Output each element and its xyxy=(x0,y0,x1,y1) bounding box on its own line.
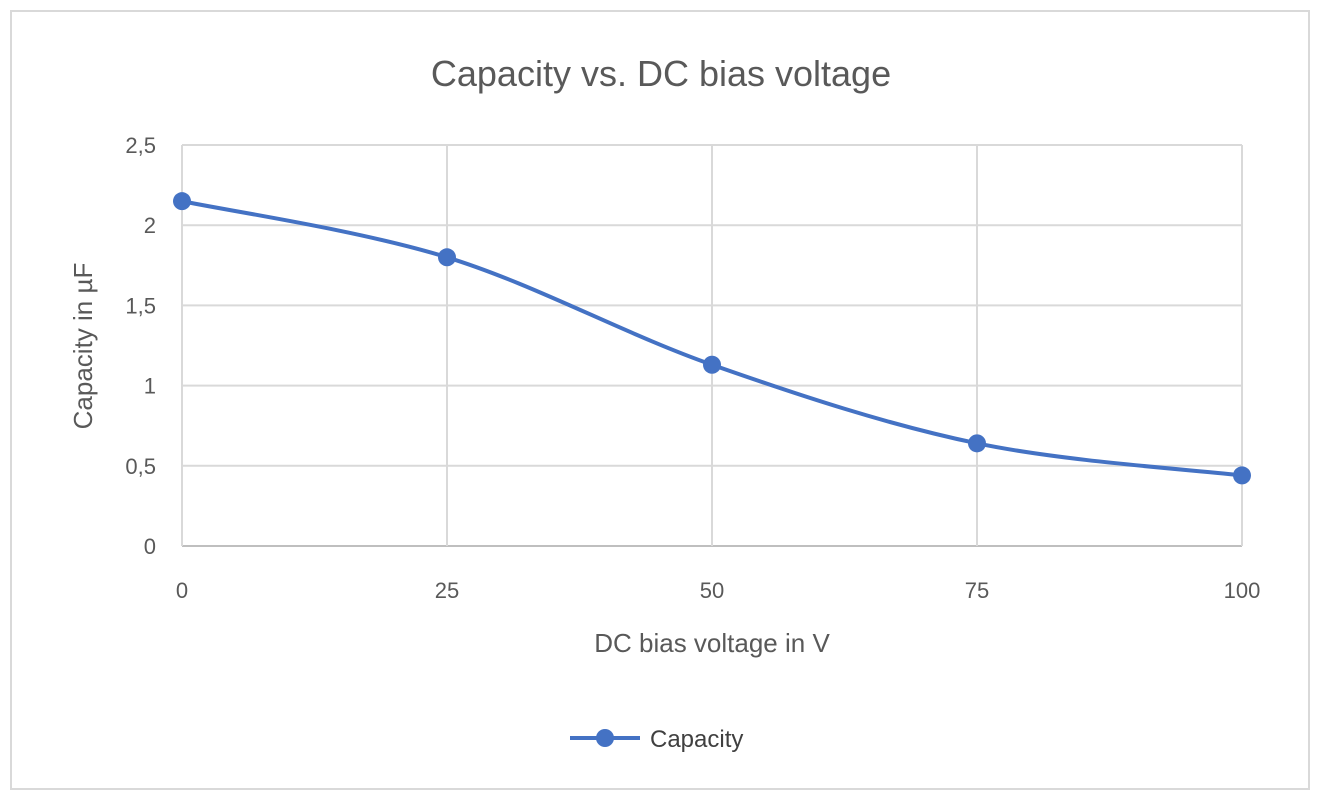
data-point xyxy=(173,192,191,211)
grid-lines xyxy=(181,144,1243,547)
y-axis-label: Capacity in µF xyxy=(68,263,98,430)
chart-title: Capacity vs. DC bias voltage xyxy=(431,53,891,94)
y-tick-labels: 0 0,5 1 1,5 2 2,5 xyxy=(125,133,156,559)
data-point xyxy=(968,434,986,453)
legend-label-capacity: Capacity xyxy=(650,726,743,753)
y-tick-label: 2,5 xyxy=(125,133,156,158)
x-tick-label: 50 xyxy=(700,578,724,603)
y-tick-label: 2 xyxy=(144,213,156,238)
x-tick-label: 100 xyxy=(1224,578,1261,603)
y-tick-label: 0 xyxy=(144,534,156,559)
x-tick-label: 25 xyxy=(435,578,459,603)
x-tick-label: 75 xyxy=(965,578,989,603)
legend: Capacity xyxy=(570,726,743,753)
series-layer xyxy=(173,192,1251,485)
y-tick-label: 0,5 xyxy=(125,454,156,479)
x-axis-label: DC bias voltage in V xyxy=(594,628,830,658)
y-tick-label: 1 xyxy=(144,374,156,399)
x-tick-labels: 0 25 50 75 100 xyxy=(176,578,1260,603)
data-point xyxy=(438,248,456,267)
legend-marker xyxy=(596,729,614,747)
chart-frame xyxy=(10,10,1310,790)
data-point xyxy=(703,355,721,374)
y-tick-label: 1,5 xyxy=(125,293,156,318)
x-tick-label: 0 xyxy=(176,578,188,603)
data-point xyxy=(1233,466,1251,485)
